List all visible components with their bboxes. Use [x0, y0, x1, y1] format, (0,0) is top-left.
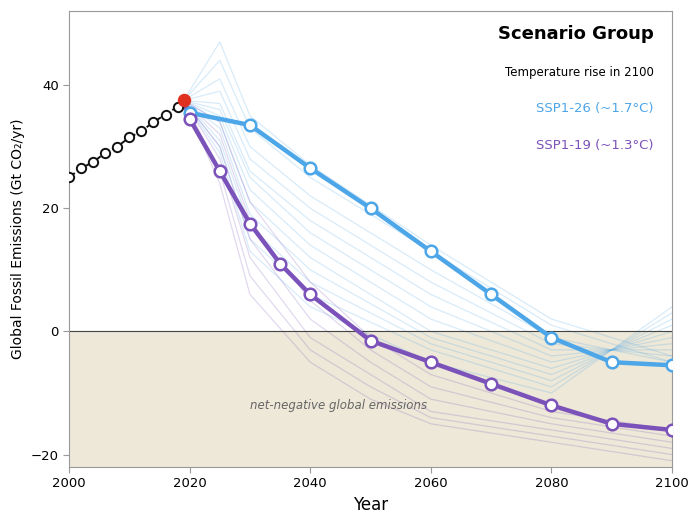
Text: SSP1-19 (~1.3°C): SSP1-19 (~1.3°C) — [536, 139, 654, 152]
Point — [136, 127, 147, 135]
Point — [274, 259, 286, 268]
Point — [666, 361, 678, 370]
Point — [365, 337, 376, 345]
Point — [606, 419, 617, 428]
Point — [99, 149, 111, 157]
Point — [546, 401, 557, 410]
Point — [160, 110, 172, 119]
Point — [486, 380, 497, 388]
Point — [546, 333, 557, 342]
Point — [244, 121, 256, 129]
Point — [365, 204, 376, 213]
X-axis label: Year: Year — [353, 496, 388, 514]
Text: net-negative global emissions: net-negative global emissions — [250, 399, 427, 412]
Point — [425, 247, 436, 256]
Point — [425, 358, 436, 366]
Point — [666, 426, 678, 434]
Text: Scenario Group: Scenario Group — [498, 25, 654, 43]
Point — [184, 109, 195, 117]
Point — [124, 133, 135, 142]
Point — [64, 173, 75, 182]
Point — [178, 96, 189, 104]
Point — [112, 142, 123, 151]
Point — [244, 219, 256, 228]
Point — [304, 164, 316, 172]
Point — [76, 164, 87, 172]
Point — [184, 114, 195, 123]
Point — [606, 358, 617, 366]
Point — [486, 290, 497, 299]
Bar — [69, 331, 672, 486]
Point — [88, 158, 99, 166]
Y-axis label: Global Fossil Emissions (Gt CO₂/yr): Global Fossil Emissions (Gt CO₂/yr) — [11, 119, 25, 359]
Point — [304, 290, 316, 299]
Point — [214, 167, 225, 175]
Text: Temperature rise in 2100: Temperature rise in 2100 — [505, 66, 654, 79]
Text: SSP1-26 (~1.7°C): SSP1-26 (~1.7°C) — [536, 102, 654, 116]
Point — [148, 118, 159, 126]
Point — [172, 102, 183, 111]
